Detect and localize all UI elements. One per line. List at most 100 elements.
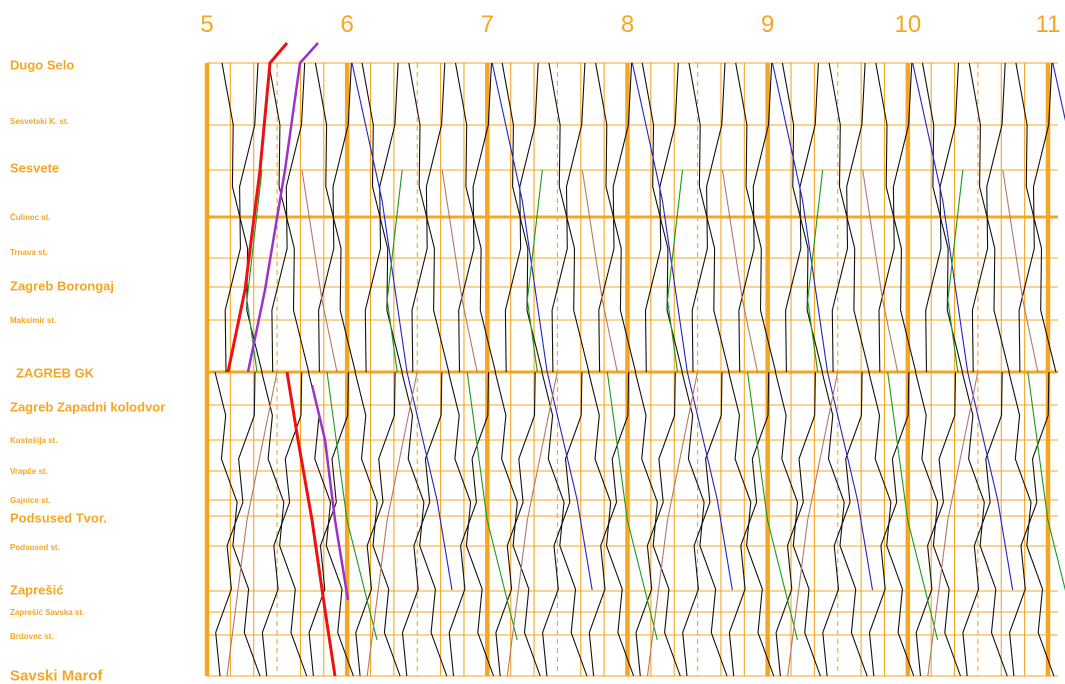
station-label: Maksimir st. <box>10 316 56 325</box>
train-line-brown <box>301 169 338 373</box>
train-line-green <box>746 371 799 641</box>
station-label: Podsused Tvor. <box>10 511 107 526</box>
train-line-green <box>807 169 824 373</box>
train-line-brown <box>226 371 278 677</box>
train-line-brown <box>366 371 418 677</box>
train-line <box>448 371 490 677</box>
train-line-blue <box>406 371 453 591</box>
station-label: ZAGREB GK <box>16 366 95 381</box>
station-label: Podsused st. <box>10 543 60 552</box>
train-line <box>644 62 679 373</box>
train-line-green <box>526 169 543 373</box>
train-line <box>822 371 863 677</box>
hour-tick-label: 9 <box>761 11 774 38</box>
train-line <box>271 62 306 373</box>
station-label: Zagreb Borongaj <box>10 279 114 294</box>
train-line-blue <box>912 62 969 373</box>
train-line <box>224 62 259 373</box>
train-line-green <box>1027 371 1065 591</box>
train-line <box>495 371 536 677</box>
train-line-brown <box>646 371 699 677</box>
train-line <box>215 371 256 677</box>
train-line <box>868 371 910 677</box>
train-line-brown <box>581 169 618 373</box>
station-label: Sesvete <box>10 161 59 176</box>
station-label: Dugo Selo <box>10 58 74 73</box>
train-line <box>738 62 773 373</box>
hour-tick-label: 5 <box>200 11 213 38</box>
hour-tick-label: 8 <box>621 11 634 38</box>
train-line <box>364 62 399 373</box>
train-line <box>318 62 352 373</box>
train-line-brown <box>721 169 759 373</box>
train-line-green <box>466 371 518 641</box>
train-line-brown <box>927 371 979 677</box>
train-line <box>962 371 1003 677</box>
train-line <box>878 62 913 373</box>
train-line <box>785 62 819 373</box>
train-line-blue <box>771 62 829 373</box>
train-line-green <box>947 169 964 373</box>
train-line <box>261 371 303 677</box>
station-label: Kustošija st. <box>10 436 58 445</box>
station-label: Trnava st. <box>10 248 47 257</box>
train-line <box>598 62 633 373</box>
train-lines <box>214 42 1065 677</box>
train-line <box>915 371 957 677</box>
train-line-green <box>887 371 939 641</box>
station-label: Gajnice st. <box>10 496 50 505</box>
train-line-purple <box>310 384 350 601</box>
station-label: Sesvetski K. st. <box>10 117 69 126</box>
train-line-green <box>326 371 378 641</box>
train-line-blue <box>351 62 408 373</box>
train-line-blue <box>631 62 688 373</box>
train-line <box>504 62 539 373</box>
train-line-brown <box>787 371 839 677</box>
train-line <box>831 62 866 373</box>
station-label: Brdovec st. <box>10 632 54 641</box>
hour-tick-label: 10 <box>894 11 921 38</box>
train-line-brown <box>1002 169 1039 373</box>
hour-tick-label: 11 <box>1036 11 1061 38</box>
train-line-green <box>606 371 658 641</box>
train-line-green <box>666 169 684 373</box>
train-line-blue <box>491 62 548 373</box>
train-line <box>971 62 1006 373</box>
train-line <box>925 62 960 373</box>
station-label: Savski Marof <box>10 667 104 684</box>
train-line <box>691 62 726 373</box>
train-line <box>401 371 443 677</box>
train-line-red <box>285 371 337 677</box>
train-line-red <box>226 42 289 373</box>
train-line <box>588 371 630 677</box>
grid-layer <box>204 62 1058 677</box>
train-line <box>635 371 676 677</box>
train-line <box>1018 62 1053 373</box>
train-line-purple <box>246 42 319 373</box>
hour-tick-label: 7 <box>481 11 494 38</box>
train-line <box>458 62 493 373</box>
train-line <box>682 371 723 677</box>
labels: 5 6 7 8 9 10 11 Dugo Selo Sesvetski K. st. Sesvet… <box>10 11 1060 684</box>
station-label: Zaprešić <box>10 583 63 598</box>
train-line <box>411 62 446 373</box>
train-line-blue <box>826 371 874 591</box>
station-label: Vrapče st. <box>10 467 48 476</box>
train-line <box>542 371 583 677</box>
station-label: Čulinec st. <box>10 213 50 222</box>
train-line <box>551 62 586 373</box>
train-line-brown <box>506 371 558 677</box>
train-line-blue <box>546 371 593 591</box>
train-line <box>728 371 770 677</box>
train-line-green <box>386 169 403 373</box>
train-line-blue <box>967 371 1014 591</box>
train-line <box>1009 371 1050 677</box>
train-line <box>775 371 816 677</box>
hour-tick-label: 6 <box>340 11 353 38</box>
train-line-blue <box>1052 62 1065 122</box>
train-line <box>355 371 396 677</box>
train-line-blue <box>686 371 733 591</box>
train-line-brown <box>441 169 478 373</box>
station-label: Zagreb Zapadni kolodvor <box>10 400 165 415</box>
